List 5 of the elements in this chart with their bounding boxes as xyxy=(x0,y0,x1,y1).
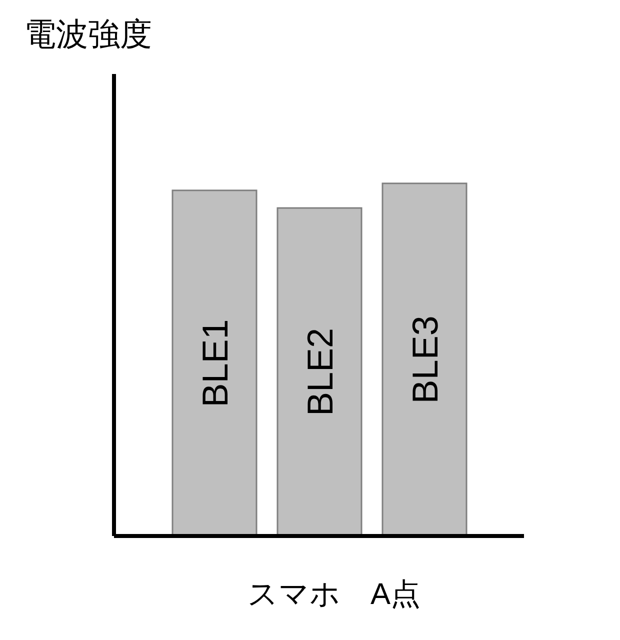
y-axis-title: 電波強度 xyxy=(24,16,152,52)
x-axis-title: スマホ A点 xyxy=(247,578,420,611)
x-tick-label: BLE1 xyxy=(194,319,235,408)
x-tick-label: BLE3 xyxy=(404,316,445,404)
x-tick-label: BLE2 xyxy=(299,328,340,416)
